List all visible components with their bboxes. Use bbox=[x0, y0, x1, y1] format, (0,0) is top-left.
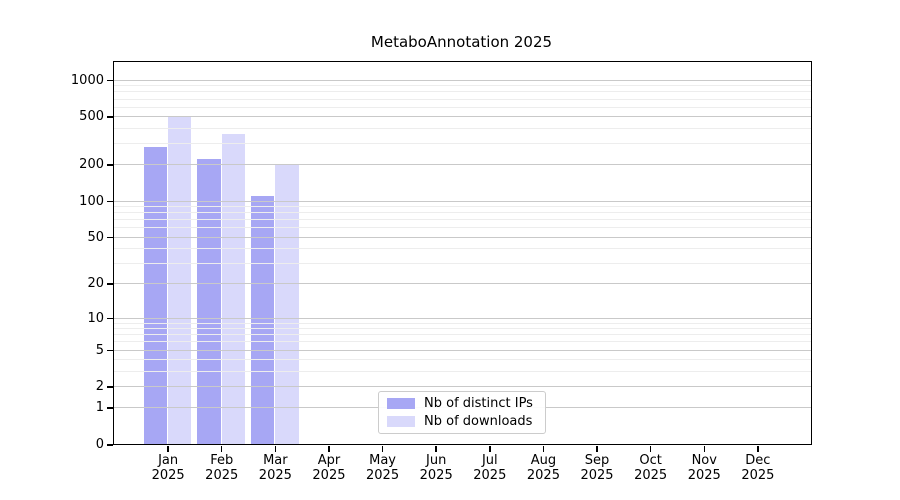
minor-gridline bbox=[114, 227, 811, 229]
minor-gridline bbox=[114, 359, 811, 361]
major-gridline bbox=[114, 236, 811, 238]
x-tick-mark bbox=[381, 446, 384, 452]
x-tick-mark bbox=[274, 446, 277, 452]
y-tick-mark bbox=[107, 386, 113, 388]
legend: Nb of distinct IPs Nb of downloads bbox=[378, 391, 546, 434]
y-tick-mark bbox=[107, 444, 113, 446]
minor-gridline bbox=[114, 98, 811, 100]
x-tick-label: Jan 2025 bbox=[151, 453, 185, 483]
y-tick-mark bbox=[107, 349, 113, 352]
x-tick-mark bbox=[596, 446, 598, 452]
x-tick-mark bbox=[649, 446, 652, 452]
y-tick-mark bbox=[107, 200, 113, 203]
minor-gridline bbox=[114, 370, 811, 372]
x-tick-label: Oct 2025 bbox=[634, 453, 668, 483]
legend-swatch-distinct-ips bbox=[387, 398, 415, 409]
x-tick-mark bbox=[328, 446, 330, 452]
minor-gridline bbox=[114, 85, 811, 87]
minor-gridline bbox=[114, 322, 811, 324]
y-tick-mark bbox=[107, 317, 113, 320]
major-gridline bbox=[114, 317, 811, 319]
major-gridline bbox=[114, 283, 811, 285]
chart-title: MetaboAnnotation 2025 bbox=[370, 33, 553, 51]
legend-swatch-downloads bbox=[387, 416, 415, 427]
x-tick-mark bbox=[220, 446, 223, 452]
minor-gridline bbox=[114, 328, 811, 330]
y-tick-mark bbox=[107, 407, 113, 409]
minor-gridline bbox=[114, 127, 811, 129]
x-tick-label: Nov 2025 bbox=[687, 453, 721, 483]
minor-gridline bbox=[114, 143, 811, 145]
minor-gridline bbox=[114, 219, 811, 221]
major-gridline bbox=[114, 164, 811, 166]
y-tick-label: 50 bbox=[87, 229, 104, 245]
y-tick-label: 20 bbox=[87, 276, 104, 292]
x-tick-mark bbox=[489, 446, 491, 452]
y-tick-label: 0 bbox=[95, 437, 104, 452]
x-tick-label: Dec 2025 bbox=[741, 453, 775, 483]
y-tick-label: 1 bbox=[95, 400, 104, 416]
major-gridline bbox=[114, 349, 811, 351]
x-tick-label: Apr 2025 bbox=[312, 453, 346, 483]
x-tick-label: Jul 2025 bbox=[473, 453, 507, 483]
bar-mar-downloads bbox=[275, 164, 299, 444]
y-tick-label: 2 bbox=[95, 379, 104, 395]
y-tick-label: 1000 bbox=[70, 72, 104, 88]
y-tick-mark bbox=[107, 236, 113, 239]
x-tick-label: Sep 2025 bbox=[580, 453, 614, 483]
minor-gridline bbox=[114, 341, 811, 343]
legend-label-distinct-ips: Nb of distinct IPs bbox=[424, 396, 533, 411]
major-gridline bbox=[114, 200, 811, 202]
y-tick-label: 500 bbox=[79, 109, 104, 125]
x-tick-mark bbox=[435, 446, 437, 452]
bars-layer bbox=[114, 62, 811, 444]
x-tick-mark bbox=[542, 446, 545, 452]
bar-jan-distinct-ips bbox=[143, 146, 168, 444]
y-tick-label: 100 bbox=[79, 193, 104, 209]
gridlines-layer bbox=[114, 62, 811, 444]
legend-item-distinct-ips: Nb of distinct IPs bbox=[387, 396, 545, 411]
x-tick-label: Mar 2025 bbox=[258, 453, 292, 483]
y-tick-mark bbox=[107, 116, 113, 118]
minor-gridline bbox=[114, 212, 811, 214]
bar-mar-distinct-ips bbox=[251, 195, 275, 444]
x-tick-label: Aug 2025 bbox=[526, 453, 560, 483]
minor-gridline bbox=[114, 334, 811, 336]
legend-label-downloads: Nb of downloads bbox=[424, 414, 533, 429]
major-gridline bbox=[114, 386, 811, 388]
minor-gridline bbox=[114, 106, 811, 108]
minor-gridline bbox=[114, 248, 811, 250]
y-tick-label: 10 bbox=[87, 310, 104, 326]
x-tick-label: Jun 2025 bbox=[419, 453, 453, 483]
y-tick-label: 200 bbox=[79, 157, 104, 173]
x-tick-mark bbox=[757, 446, 759, 452]
bar-jan-downloads bbox=[168, 116, 192, 444]
major-gridline bbox=[114, 79, 811, 81]
legend-item-downloads: Nb of downloads bbox=[387, 414, 545, 429]
bar-feb-distinct-ips bbox=[197, 159, 221, 444]
y-tick-label: 5 bbox=[95, 342, 104, 358]
x-tick-label: Feb 2025 bbox=[205, 453, 239, 483]
y-tick-mark bbox=[107, 79, 113, 82]
major-gridline bbox=[114, 116, 811, 118]
x-tick-mark bbox=[167, 446, 169, 452]
y-tick-mark bbox=[107, 283, 113, 285]
minor-gridline bbox=[114, 91, 811, 93]
plot-area: Nb of distinct IPs Nb of downloads bbox=[113, 61, 812, 445]
x-tick-label: May 2025 bbox=[366, 453, 400, 483]
y-tick-mark bbox=[107, 164, 113, 166]
bar-feb-downloads bbox=[221, 134, 246, 444]
minor-gridline bbox=[114, 262, 811, 264]
minor-gridline bbox=[114, 206, 811, 208]
x-tick-mark bbox=[703, 446, 706, 452]
